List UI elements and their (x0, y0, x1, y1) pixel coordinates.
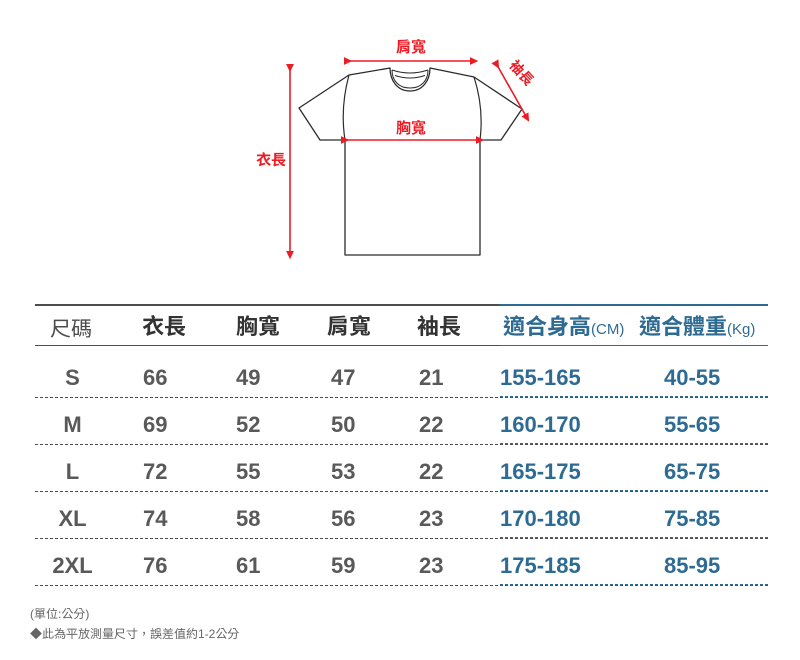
svg-text:肩寬: 肩寬 (396, 39, 426, 56)
svg-text:衣長: 衣長 (256, 151, 286, 169)
svg-text:袖長: 袖長 (506, 57, 537, 89)
svg-text:胸寬: 胸寬 (396, 120, 426, 137)
